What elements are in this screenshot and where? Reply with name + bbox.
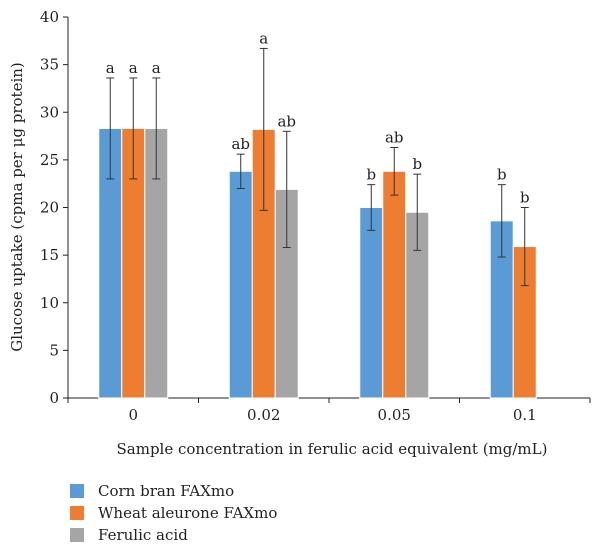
significance-label: ab xyxy=(231,135,250,153)
legend-swatch xyxy=(70,506,84,520)
significance-label: ab xyxy=(277,112,296,130)
bar xyxy=(359,207,384,399)
legend-label: Ferulic acid xyxy=(98,526,188,544)
axes: 0 5 10 15 20 25 30 35 40 0 0.02 0.05 0.1 xyxy=(40,8,591,424)
significance-label: a xyxy=(129,59,138,77)
bar xyxy=(228,170,253,399)
legend-swatch xyxy=(70,528,84,542)
legend-item-wheat-aleurone: Wheat aleurone FAXmo xyxy=(70,502,277,524)
y-tick-label: 0 xyxy=(49,389,59,407)
y-tick-label: 40 xyxy=(40,8,59,26)
x-tick-label: 0.1 xyxy=(513,406,537,424)
x-tick-label: 0.05 xyxy=(378,406,411,424)
y-tick-label: 30 xyxy=(40,103,59,121)
y-tick-label: 35 xyxy=(40,56,59,74)
significance-label: b xyxy=(497,166,507,184)
y-tick-label: 25 xyxy=(40,151,59,169)
error-bars xyxy=(106,47,529,287)
significance-label: a xyxy=(259,29,268,47)
significance-label: b xyxy=(412,155,422,173)
y-tick-label: 20 xyxy=(40,199,59,217)
y-axis-label: Glucose uptake (cpma per μg protein) xyxy=(8,62,26,352)
x-axis-label: Sample concentration in ferulic acid equ… xyxy=(117,440,548,458)
legend-item-corn-bran: Corn bran FAXmo xyxy=(70,480,277,502)
x-tick-label: 0 xyxy=(128,406,138,424)
significance-label: b xyxy=(366,166,376,184)
significance-label: ab xyxy=(385,128,404,146)
bars xyxy=(98,127,537,399)
legend-label: Wheat aleurone FAXmo xyxy=(98,504,278,522)
significance-label: a xyxy=(106,59,115,77)
legend-swatch xyxy=(70,484,84,498)
y-tick-label: 10 xyxy=(40,294,59,312)
y-tick-label: 5 xyxy=(49,341,59,359)
significance-label: a xyxy=(152,59,161,77)
y-tick-label: 15 xyxy=(40,246,59,264)
significance-label: b xyxy=(520,189,530,207)
legend-label: Corn bran FAXmo xyxy=(98,482,235,500)
x-tick-label: 0.02 xyxy=(247,406,280,424)
legend-item-ferulic-acid: Ferulic acid xyxy=(70,524,277,546)
bar xyxy=(382,170,407,399)
legend: Corn bran FAXmo Wheat aleurone FAXmo Fer… xyxy=(70,480,277,546)
